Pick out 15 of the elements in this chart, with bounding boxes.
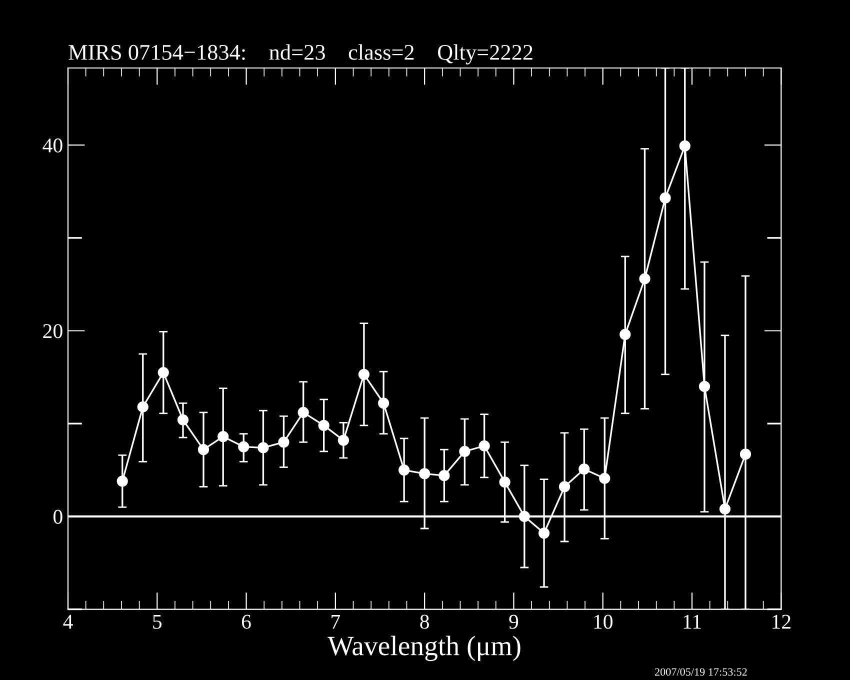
chart-title: MIRS 07154−1834: nd=23 class=2 Qlty=2222 bbox=[68, 44, 532, 64]
x-axis-title: Wavelength (μm) bbox=[328, 636, 520, 662]
x-tick-label: 6 bbox=[242, 614, 251, 629]
x-tick-label: 7 bbox=[332, 614, 340, 629]
y-tick-label: 40 bbox=[42, 138, 62, 152]
y-tick-label: 0 bbox=[54, 510, 62, 524]
text: 2007/05/19 17:53:52 bbox=[654, 668, 747, 676]
x-tick-label: 11 bbox=[684, 614, 701, 629]
x-tick-label: 10 bbox=[594, 614, 612, 629]
x-tick-label: 9 bbox=[509, 614, 518, 629]
x-tick-label: 8 bbox=[420, 614, 429, 629]
x-tick-label: 12 bbox=[772, 614, 790, 629]
y-tick-label: 20 bbox=[43, 324, 62, 338]
x-tick-label: 4 bbox=[63, 614, 73, 629]
x-tick-label: 5 bbox=[153, 614, 162, 629]
